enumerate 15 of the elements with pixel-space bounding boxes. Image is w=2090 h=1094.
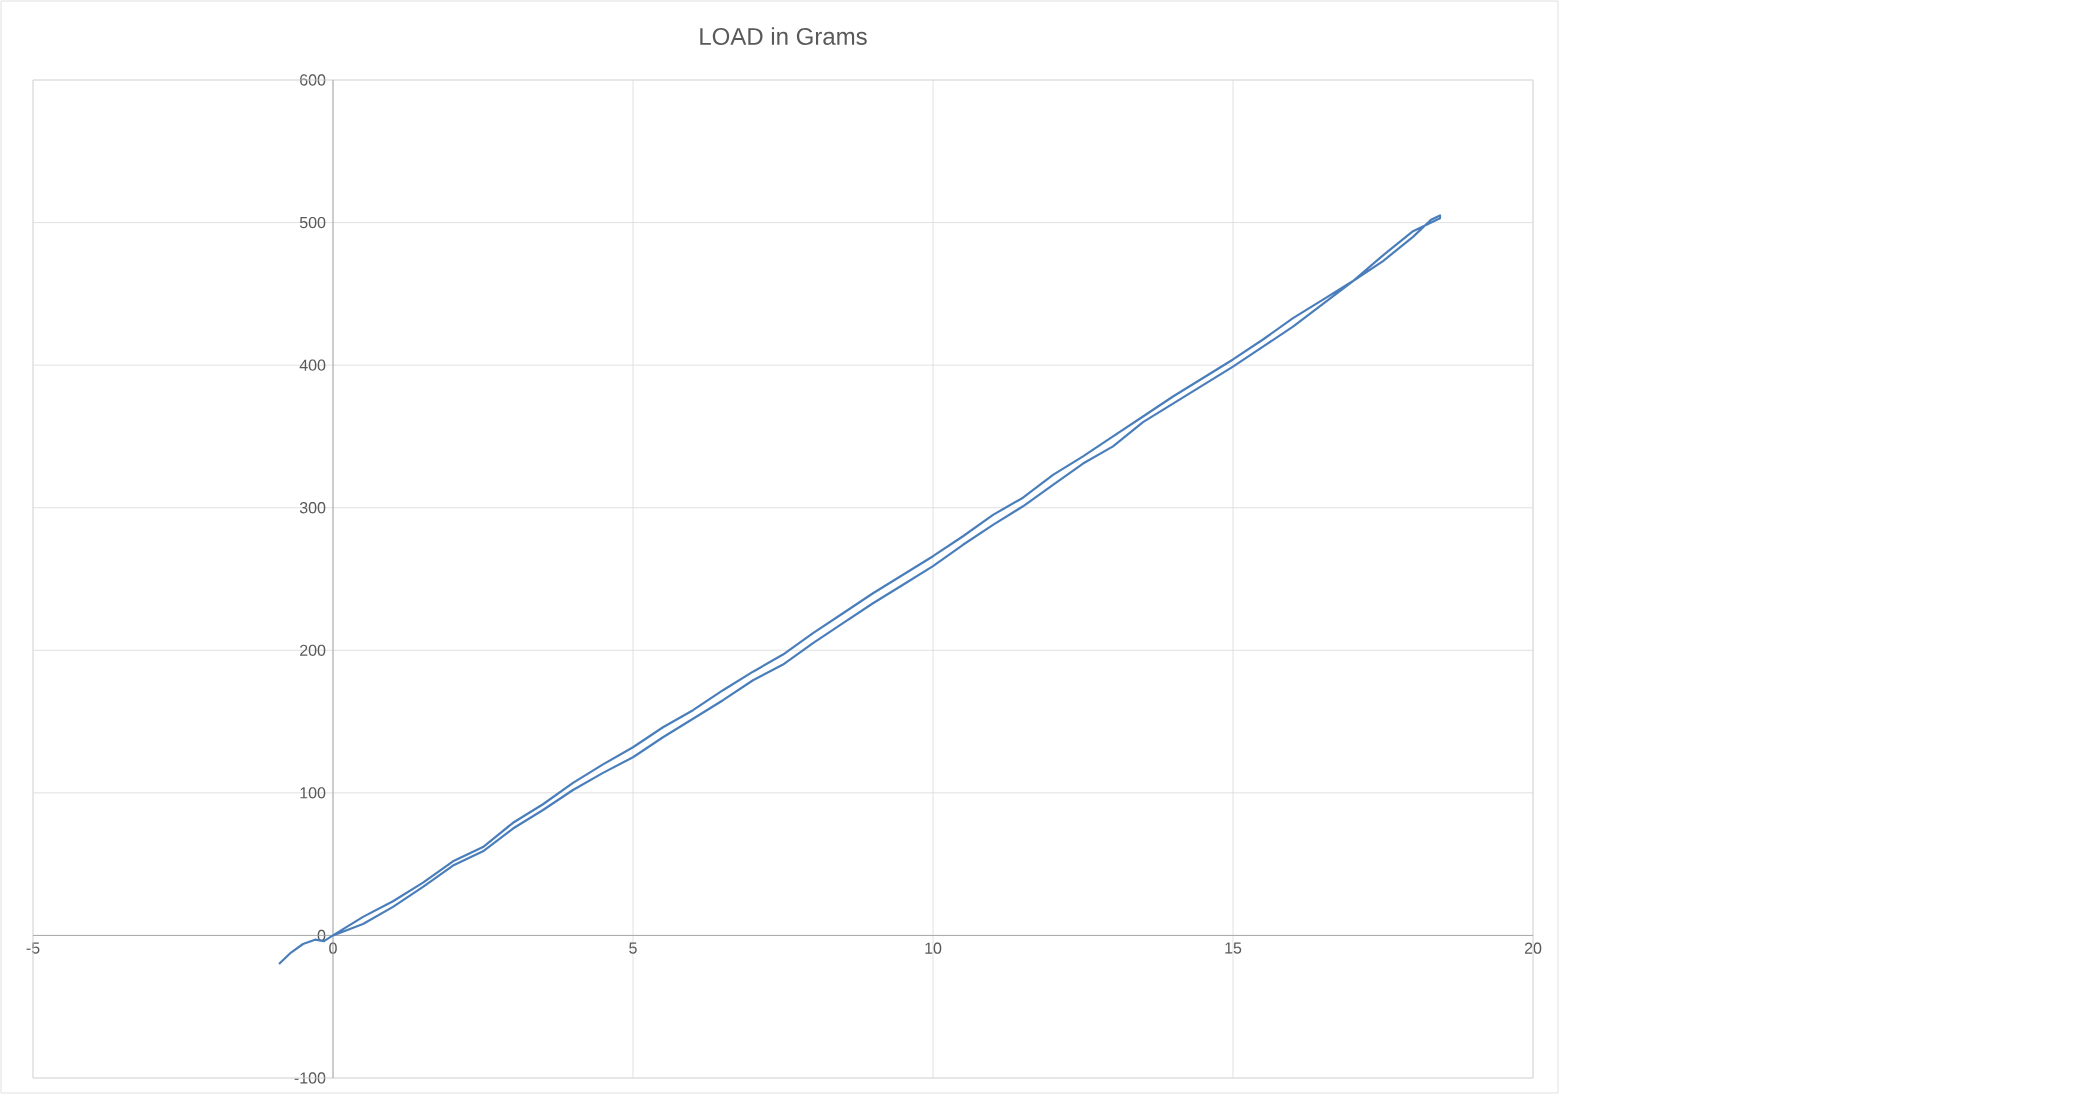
y-tick-label: 200 xyxy=(300,644,326,656)
y-tick-label: 100 xyxy=(300,787,326,799)
y-tick-label: -100 xyxy=(294,1072,326,1084)
y-tick-label: 300 xyxy=(299,502,326,514)
x-tick-label: 0 xyxy=(329,942,337,954)
y-tick-label: 600 xyxy=(300,74,326,86)
x-tick-label: 5 xyxy=(629,942,637,954)
y-tick-label: 400 xyxy=(299,359,326,371)
x-tick-label: 20 xyxy=(1524,942,1542,954)
chart-title: LOAD in Grams xyxy=(700,27,867,45)
x-tick-label: -5 xyxy=(26,942,40,954)
x-tick-label: 10 xyxy=(925,942,942,954)
y-tick-label: 500 xyxy=(299,216,326,229)
x-tick-label: 15 xyxy=(1225,942,1242,954)
line-series xyxy=(277,214,1442,966)
